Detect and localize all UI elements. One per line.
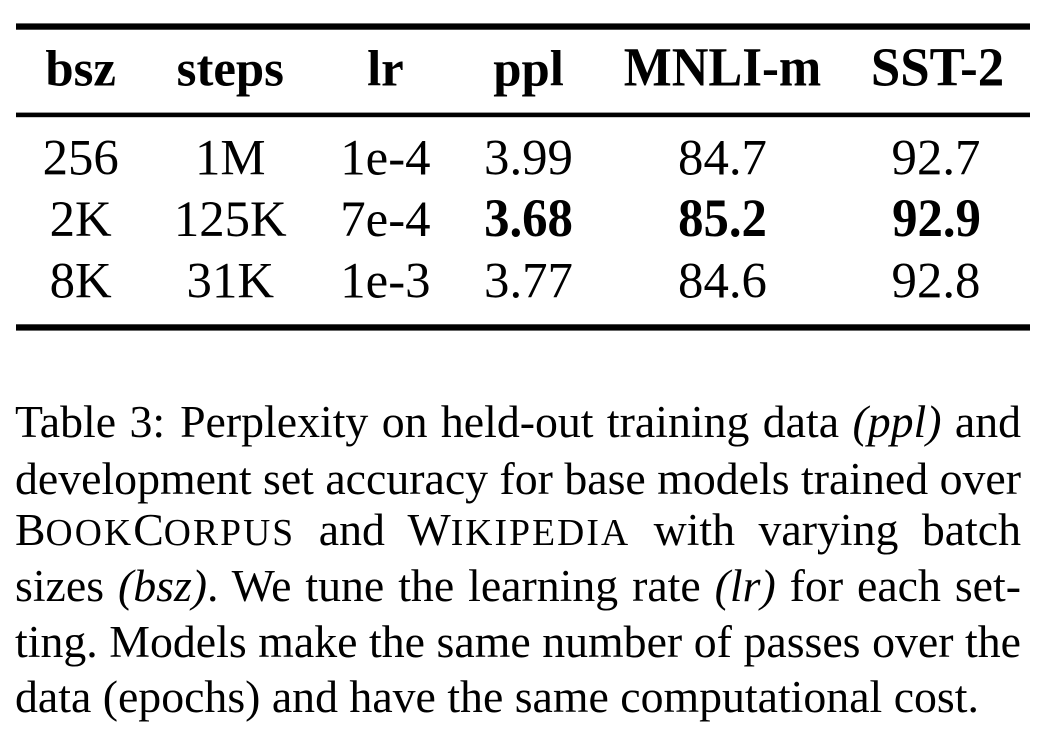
svg-text:1e-4: 1e-4 [340,129,430,185]
svg-text:1e-3: 1e-3 [340,253,430,309]
svg-text:92.9: 92.9 [892,188,981,248]
svg-text:bsz: bsz [45,41,116,97]
svg-text:92.7: 92.7 [892,129,981,185]
svg-text:31K: 31K [187,253,275,309]
svg-text:92.8: 92.8 [892,253,981,309]
svg-text:256: 256 [43,129,119,185]
svg-text:steps: steps [177,41,284,97]
svg-text:84.6: 84.6 [678,253,767,309]
svg-text:3.99: 3.99 [484,129,573,185]
svg-text:ppl: ppl [493,41,564,97]
svg-text:8K: 8K [50,253,112,309]
svg-text:84.7: 84.7 [678,129,767,185]
svg-text:lr: lr [367,41,404,97]
svg-text:MNLI-m: MNLI-m [624,38,822,98]
svg-text:125K: 125K [174,191,287,247]
svg-text:2K: 2K [50,191,112,247]
svg-text:85.2: 85.2 [678,188,767,248]
svg-text:3.68: 3.68 [484,188,573,248]
svg-text:1M: 1M [195,129,266,185]
svg-text:3.77: 3.77 [484,253,573,309]
svg-text:7e-4: 7e-4 [340,191,430,247]
svg-text:SST-2: SST-2 [871,37,1004,98]
